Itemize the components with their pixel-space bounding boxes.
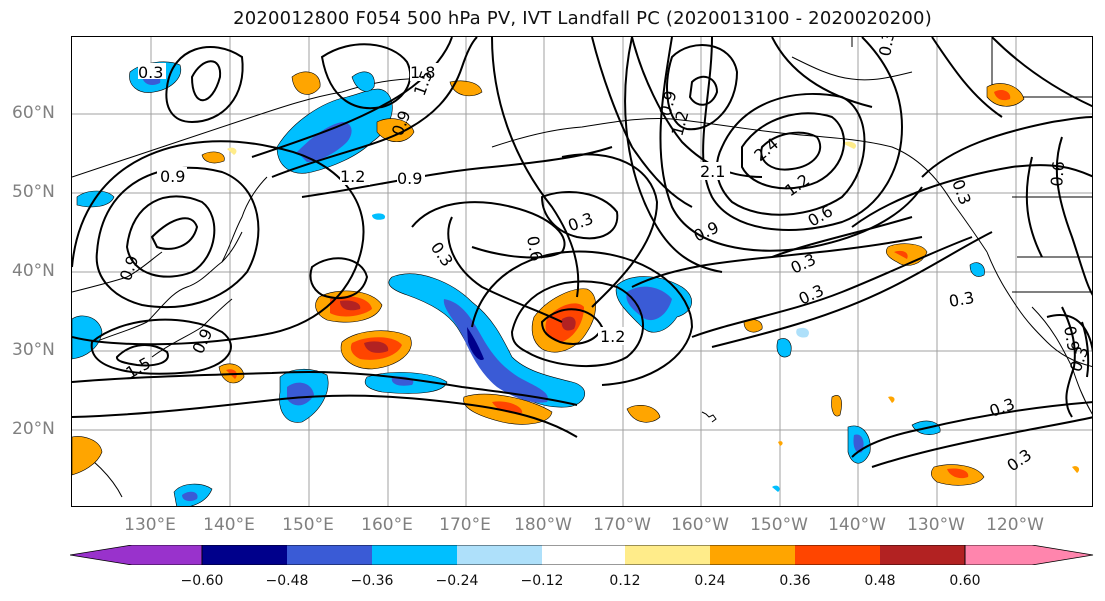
- lon-label: 150°E: [282, 515, 334, 535]
- lon-label: 170°E: [439, 515, 491, 535]
- contour-label: 1.2: [340, 167, 365, 186]
- contour-label: 0.9: [397, 169, 422, 188]
- lon-label: 140°E: [203, 515, 255, 535]
- contour-label: 0.3: [427, 238, 457, 270]
- graticule: [72, 37, 1092, 506]
- contour-label: 2.1: [700, 162, 725, 181]
- contour-label: 0.6: [1047, 160, 1068, 187]
- map-panel: 0.3 1.8 1.5 0.9 1.2 0.9 0.6 0.3 0.9 1.2 …: [71, 36, 1093, 507]
- map-title: 2020012800 F054 500 hPa PV, IVT Landfall…: [233, 8, 932, 29]
- contour-label: 0.6: [805, 201, 837, 230]
- contour-label: 0.9: [160, 167, 185, 186]
- contour-label: 0.3: [1003, 445, 1035, 475]
- contour-label: 0.3: [788, 250, 819, 278]
- lon-label: 140°W: [828, 515, 886, 535]
- colorbar-tick-label: −0.24: [435, 573, 479, 589]
- lat-label: 30°N: [12, 340, 55, 360]
- colorbar-tick-label: 0.36: [779, 573, 811, 589]
- contour-label: 0.3: [138, 63, 163, 82]
- contour-label: 1.2: [781, 170, 813, 200]
- lon-label: 170°W: [593, 515, 651, 535]
- colorbar-segment: [710, 545, 795, 565]
- lon-label: 180°W: [514, 515, 572, 535]
- lon-label: 120°W: [986, 515, 1044, 535]
- contour-label: 1.2: [600, 327, 625, 346]
- lon-label: 160°E: [361, 515, 413, 535]
- contour-label: 0.9: [691, 218, 722, 246]
- ivt-contours: [72, 37, 1092, 468]
- colorbar-segment: [542, 545, 627, 565]
- lon-label: 150°W: [750, 515, 808, 535]
- colorbar-segment: [795, 545, 880, 565]
- colorbar: [70, 545, 1094, 565]
- lat-label: 50°N: [12, 182, 55, 202]
- colorbar-segment: [372, 545, 457, 565]
- colorbar-segment: [287, 545, 372, 565]
- colorbar-tick-label: −0.36: [350, 573, 394, 589]
- lon-label: 130°E: [124, 515, 176, 535]
- negative-anomaly-fills: [72, 61, 985, 506]
- colorbar-tick-label: 0.48: [864, 573, 896, 589]
- contour-label: 0.3: [947, 288, 975, 311]
- colorbar-tick-label: 0.60: [949, 573, 981, 589]
- contour-label: 0.9: [188, 326, 216, 357]
- colorbar-tick-label: −0.12: [520, 573, 564, 589]
- colorbar-segment: [625, 545, 710, 565]
- lon-label: 130°W: [907, 515, 965, 535]
- map-canvas: 0.3 1.8 1.5 0.9 1.2 0.9 0.6 0.3 0.9 1.2 …: [72, 37, 1092, 506]
- contour-label: 0.3: [875, 37, 898, 58]
- contour-label-group: 0.3 1.8 1.5 0.9 1.2 0.9 0.6 0.3 0.9 1.2 …: [116, 37, 1092, 475]
- colorbar-tick-label: 0.12: [609, 573, 641, 589]
- colorbar-extend-low: [70, 545, 203, 565]
- contour-label: 1.8: [410, 63, 435, 82]
- lat-label: 40°N: [12, 261, 55, 281]
- lat-label: 60°N: [12, 103, 55, 123]
- lat-label: 20°N: [12, 419, 55, 439]
- colorbar-tick-label: −0.60: [180, 573, 224, 589]
- colorbar-segment: [457, 545, 542, 565]
- colorbar-tick-label: 0.24: [694, 573, 726, 589]
- contour-label: 0.9: [1060, 324, 1083, 352]
- contour-label: 0.3: [796, 281, 827, 309]
- contour-label: 0.9: [116, 253, 143, 283]
- lon-label: 160°W: [671, 515, 729, 535]
- contour-label: 2.4: [750, 134, 782, 165]
- contour-label: 0.6: [523, 234, 546, 262]
- colorbar-segment: [202, 545, 287, 565]
- colorbar-tick-label: −0.48: [265, 573, 309, 589]
- contour-label: 0.3: [987, 394, 1017, 421]
- colorbar-extend-high: [964, 545, 1094, 565]
- colorbar-segment: [880, 545, 965, 565]
